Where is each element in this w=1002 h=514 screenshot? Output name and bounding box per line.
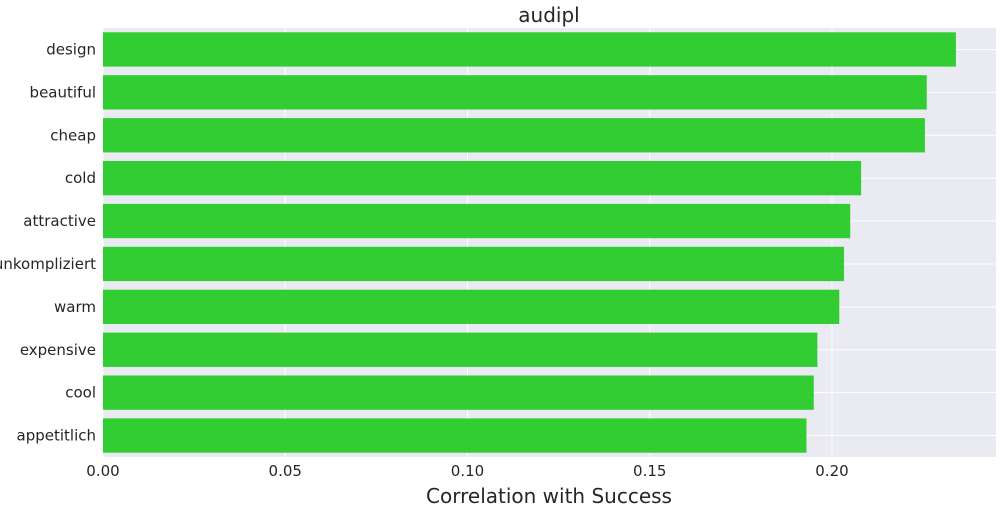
category-label-unkompliziert: unkompliziert	[0, 255, 96, 273]
bar-warm	[103, 289, 840, 325]
x-tick-label: 0.20	[815, 462, 848, 480]
x-axis-label: Correlation with Success	[426, 484, 672, 508]
category-label-warm: warm	[54, 298, 96, 316]
bar-appetitlich	[103, 418, 807, 453]
category-label-cold: cold	[65, 169, 96, 187]
bars	[103, 32, 956, 453]
bar-cold	[103, 160, 862, 196]
x-tick-label: 0.00	[86, 462, 119, 480]
chart-title: audipl	[518, 3, 579, 27]
x-tick-label: 0.15	[633, 462, 666, 480]
bar-expensive	[103, 332, 818, 367]
bar-unkompliziert	[103, 246, 845, 282]
category-label-beautiful: beautiful	[30, 83, 96, 101]
category-label-design: design	[46, 40, 96, 58]
x-tick-label: 0.10	[451, 462, 484, 480]
bar-attractive	[103, 203, 851, 239]
x-tick-label: 0.05	[269, 462, 302, 480]
bar-cheap	[103, 118, 925, 153]
category-label-attractive: attractive	[23, 212, 96, 230]
bar-design	[103, 32, 956, 67]
x-tick-labels: 0.00 0.05 0.10 0.15 0.20	[86, 462, 848, 480]
category-label-cheap: cheap	[50, 126, 96, 144]
category-label-cool: cool	[65, 384, 96, 402]
category-labels: design beautiful cheap cold attractive unkomp…	[0, 40, 96, 444]
bar-beautiful	[103, 75, 927, 110]
category-label-expensive: expensive	[20, 341, 96, 359]
category-label-appetitlich: appetitlich	[17, 427, 96, 445]
bar-cool	[103, 375, 814, 410]
